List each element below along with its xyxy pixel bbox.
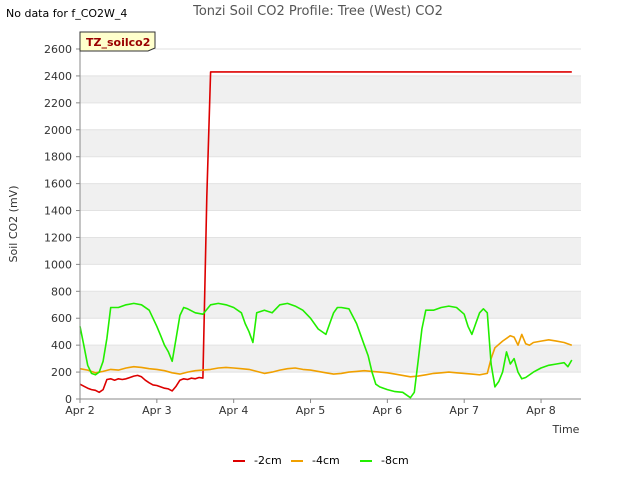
x-tick-label: Apr 8 [526, 404, 556, 417]
y-axis-label: Soil CO2 (mV) [7, 186, 20, 263]
y-tick-label: 800 [51, 285, 72, 298]
y-tick-label: 2000 [44, 124, 72, 137]
y-tick-label: 2400 [44, 70, 72, 83]
y-tick-label: 1000 [44, 258, 72, 271]
legend-label--2cm: -2cm [254, 454, 282, 467]
legend: -2cm -4cm -8cm [233, 454, 409, 467]
plot-background [80, 48, 581, 400]
y-tick-label: 600 [51, 312, 72, 325]
legend-label--8cm: -8cm [381, 454, 409, 467]
y-tick-label: 1600 [44, 178, 72, 191]
series-line--2cm [79, 71, 572, 394]
site-label: TZ_soilco2 [86, 36, 150, 49]
x-tick-label: Apr 4 [219, 404, 249, 417]
x-tick-label: Apr 5 [296, 404, 326, 417]
y-tick-label: 1400 [44, 205, 72, 218]
legend-label--4cm: -4cm [312, 454, 340, 467]
grid-band [80, 129, 581, 157]
y-tick-label: 1800 [44, 151, 72, 164]
grid-band [80, 345, 581, 373]
grid-band [80, 75, 581, 103]
chart-title: Tonzi Soil CO2 Profile: Tree (West) CO2 [192, 4, 443, 19]
grid-band [80, 291, 581, 319]
x-tick-label: Apr 3 [142, 404, 172, 417]
x-tick-label: Apr 7 [449, 404, 479, 417]
series-line--8cm [79, 302, 573, 399]
series-layer [79, 71, 573, 399]
site-label-box: TZ_soilco2 [79, 31, 156, 52]
y-tick-label: 400 [51, 339, 72, 352]
y-tick-label: 2200 [44, 97, 72, 110]
no-data-note: No data for f_CO2W_4 [6, 7, 127, 20]
y-tick-label: 2600 [44, 43, 72, 56]
x-axis-label: Time [552, 423, 580, 436]
grid-band [80, 183, 581, 211]
series-line--4cm [79, 333, 573, 378]
x-tick-label: Apr 6 [373, 404, 403, 417]
x-tick-label: Apr 2 [65, 404, 95, 417]
y-tick-label: 200 [51, 366, 72, 379]
axes: 0 200 400 600 800 1000 1200 1400 1600 1800 2000 220… [44, 43, 581, 417]
grid-band [80, 237, 581, 265]
y-tick-label: 1200 [44, 231, 72, 244]
y-tick-label: 0 [65, 393, 72, 406]
